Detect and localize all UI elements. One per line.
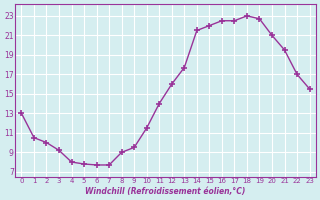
X-axis label: Windchill (Refroidissement éolien,°C): Windchill (Refroidissement éolien,°C) <box>85 187 246 196</box>
